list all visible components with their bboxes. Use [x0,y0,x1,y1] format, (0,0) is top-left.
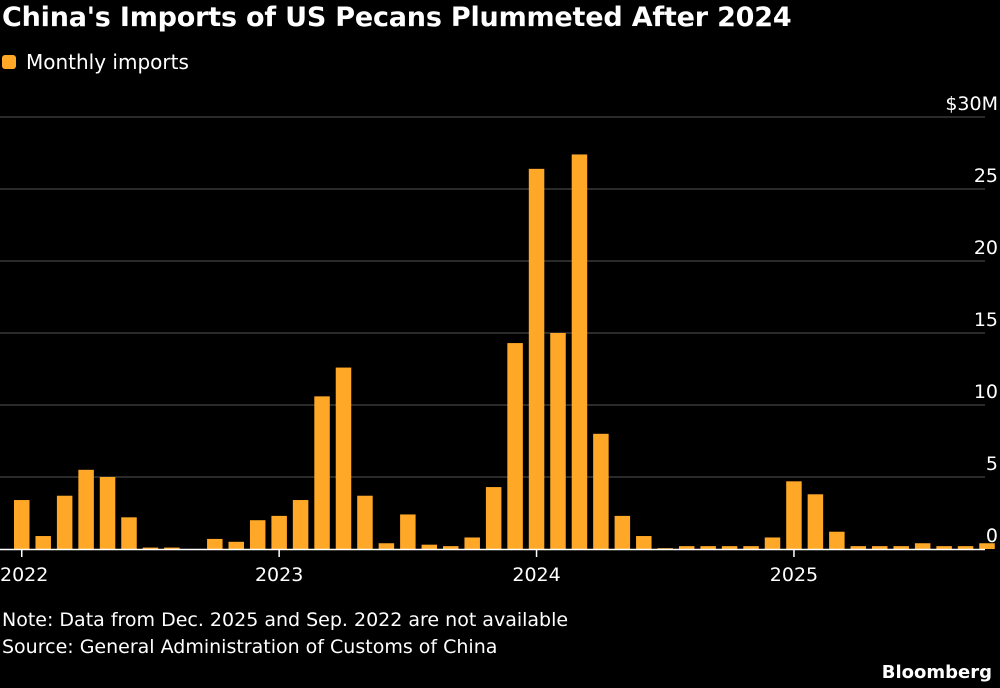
bar-2023-09 [443,546,459,549]
bar-2023-05 [357,495,373,549]
bar-2024-01 [528,168,545,549]
bar-2022-08 [164,547,180,549]
y-tick-label: 20 [974,237,998,259]
bar-2025-03 [829,531,845,549]
bar-2024-05 [614,515,631,549]
bar-2022-05 [99,477,116,549]
bar-2025-09 [957,546,974,549]
bar-2022-01 [14,500,30,549]
bar-2023-02 [292,500,309,549]
bar-2023-12 [507,343,523,549]
legend-swatch [2,55,16,69]
bar-2023-10 [464,537,480,549]
bar-2025-04 [850,546,867,549]
bar-2023-06 [378,543,395,549]
bar-2023-07 [400,514,416,549]
bar-2023-01 [271,515,287,549]
bar-2025-06 [893,546,909,549]
bar-2022-10 [207,538,223,549]
bar-2022-07 [142,547,159,549]
x-tick-label: 2023 [255,564,303,586]
y-tick-label: 25 [974,165,998,187]
x-tick-label: 2022 [0,564,48,586]
y-tick-label: $30M [945,93,998,115]
chart-source: Source: General Administration of Custom… [2,636,498,658]
bar-2024-03 [571,154,588,549]
bar-2023-08 [421,544,438,549]
y-tick-label: 5 [986,453,998,475]
legend-label: Monthly imports [26,50,189,74]
bar-2024-12 [764,537,781,549]
y-tick-label: 0 [986,525,998,547]
bar-2025-07 [914,543,931,549]
bar-2024-09 [700,546,716,549]
bar-2023-03 [314,396,330,549]
bloomberg-logo: Bloomberg [881,662,992,683]
bar-2024-10 [721,546,738,549]
bar-2025-02 [807,494,824,549]
bar-2022-03 [56,495,73,549]
legend: Monthly imports [2,50,189,74]
bar-2022-02 [35,536,51,549]
bar-2024-07 [657,548,673,549]
chart-title: China's Imports of US Pecans Plummeted A… [2,2,792,33]
y-tick-label: 10 [974,381,998,403]
bar-2025-08 [936,546,952,549]
x-tick-label: 2025 [770,564,818,586]
bar-2022-06 [121,517,137,549]
bar-2024-02 [550,333,566,549]
bar-2025-01 [786,481,802,549]
bar-2024-06 [636,536,652,549]
bar-2025-10 [979,543,995,549]
y-tick-label: 15 [974,309,998,331]
bar-2024-04 [593,433,609,549]
bar-2022-11 [228,541,244,549]
bar-2023-11 [485,487,502,549]
bar-2025-05 [872,546,888,549]
bar-2024-11 [743,546,759,549]
bar-2022-12 [249,520,266,549]
x-tick-label: 2024 [512,564,560,586]
bar-2022-04 [78,469,94,549]
bar-2023-04 [335,367,352,549]
chart-note: Note: Data from Dec. 2025 and Sep. 2022 … [2,609,569,631]
bar-2024-08 [678,546,695,549]
